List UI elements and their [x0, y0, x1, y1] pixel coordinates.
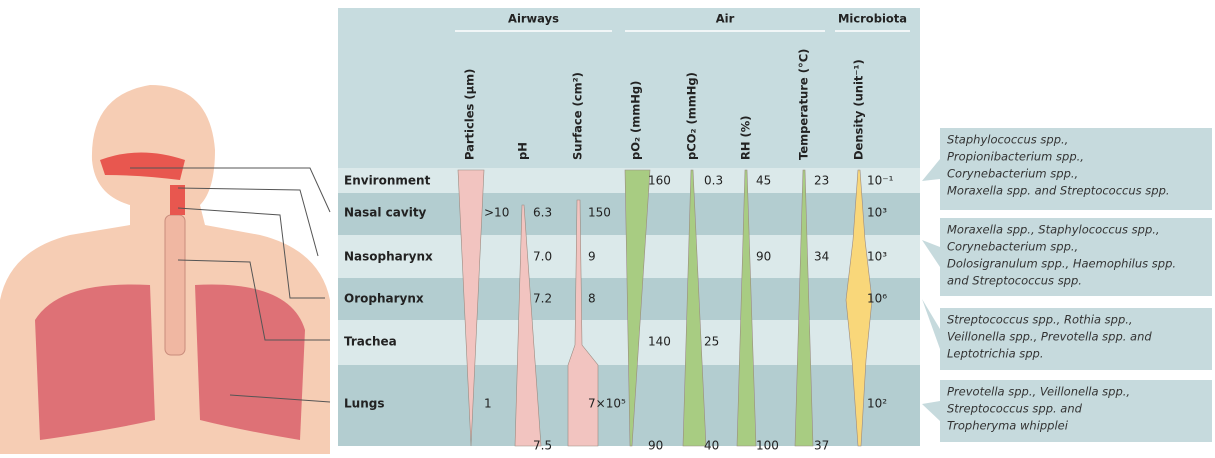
- microbiota-box: Prevotella spp., Veillonella spp., Strept…: [922, 380, 1212, 442]
- box-bg: [940, 308, 1212, 370]
- gradient-shape: [624, 169, 651, 447]
- microbiota-box: Staphylococcus spp., Propionibacterium sp…: [922, 128, 1212, 210]
- box-pointer: [922, 299, 940, 349]
- cell-value: 10³: [867, 206, 887, 220]
- column-header: Particles (μm): [463, 69, 477, 160]
- microbiota-box: Moraxella spp., Staphylococcus spp., Cory…: [922, 218, 1212, 296]
- microbiota-text: Propionibacterium spp.,: [947, 150, 1084, 164]
- microbiota-text: Streptococcus spp., Rothia spp.,: [947, 313, 1133, 327]
- gradient-shape: [845, 169, 873, 447]
- group-header: Airways: [508, 12, 559, 26]
- row-label: Nasopharynx: [344, 250, 433, 264]
- microbiota-text: Leptotrichia spp.: [947, 347, 1044, 361]
- cell-value: 9: [588, 250, 596, 264]
- end-value: 90: [648, 439, 663, 453]
- table: Airways Air Microbiota Particles (μm) pH Surf…: [338, 8, 920, 453]
- box-pointer: [922, 159, 940, 181]
- row-label: Trachea: [344, 335, 397, 349]
- gradient-shape: [736, 169, 757, 447]
- microbiota-text: Tropheryma whipplei: [947, 419, 1069, 433]
- group-header: Microbiota: [838, 12, 907, 26]
- cell-value: 10⁻¹: [867, 174, 894, 188]
- microbiota-text: Veillonella spp., Prevotella spp. and: [947, 330, 1152, 344]
- cell-value: 0.3: [704, 174, 723, 188]
- microbiota-text: and Streptococcus spp.: [947, 274, 1082, 288]
- cell-value: 1: [484, 397, 492, 411]
- cell-value: 160: [648, 174, 671, 188]
- cell-value: 7.0: [533, 250, 552, 264]
- column-header: RH (%): [739, 115, 753, 160]
- cell-value: 6.3: [533, 206, 552, 220]
- cell-value: 10⁶: [867, 292, 887, 306]
- end-value: 40: [704, 439, 719, 453]
- connectors: [130, 167, 331, 403]
- gradient-shape: [457, 169, 485, 447]
- body-illustration: [0, 85, 330, 454]
- microbiota-text: Corynebacterium spp.,: [947, 240, 1078, 254]
- cell-value: 10²: [867, 397, 887, 411]
- cell-value: 10³: [867, 250, 887, 264]
- microbiota-text: Streptococcus spp. and: [947, 402, 1083, 416]
- column-header: Surface (cm²): [571, 72, 585, 160]
- column-header: pCO₂ (mmHg): [685, 72, 699, 160]
- cell-value: 23: [814, 174, 829, 188]
- cell-value: 8: [588, 292, 596, 306]
- microbiota-text: Dolosigranulum spp., Haemophilus spp.: [947, 257, 1176, 271]
- microbiota-text: Moraxella spp., Staphylococcus spp.,: [947, 223, 1160, 237]
- row-label: Lungs: [344, 397, 384, 411]
- gradient-shape: [514, 204, 542, 447]
- end-value: 100: [756, 439, 779, 453]
- column-header: Temperature (°C): [797, 49, 811, 160]
- microbiota-text: Prevotella spp., Veillonella spp.,: [947, 385, 1130, 399]
- box-pointer: [922, 240, 940, 267]
- end-value: 7.5: [533, 439, 552, 453]
- row-label: Oropharynx: [344, 292, 424, 306]
- gradient-shape: [794, 169, 814, 447]
- cell-value: >10: [484, 206, 509, 220]
- cell-value: 34: [814, 250, 829, 264]
- column-header: pH: [516, 142, 530, 160]
- column-header: Density (unit⁻¹): [852, 59, 866, 160]
- cell-value: 90: [756, 250, 771, 264]
- cell-value: 150: [588, 206, 611, 220]
- microbiota-text: Corynebacterium spp.,: [947, 167, 1078, 181]
- cell-value: 7×10⁵: [588, 397, 626, 411]
- box-bg: [940, 128, 1212, 210]
- gradient-shape: [567, 199, 599, 447]
- cell-value: 25: [704, 335, 719, 349]
- box-pointer: [922, 401, 940, 421]
- box-bg: [940, 218, 1212, 296]
- row-label: Environment: [344, 174, 431, 188]
- box-bg: [940, 380, 1212, 442]
- row-label: Nasal cavity: [344, 206, 427, 220]
- cell-value: 140: [648, 335, 671, 349]
- column-header: pO₂ (mmHg): [629, 81, 643, 160]
- header-bg: [338, 8, 920, 168]
- microbiota-text: Moraxella spp. and Streptococcus spp.: [947, 184, 1170, 198]
- group-header: Air: [716, 12, 735, 26]
- gradient-shape: [682, 169, 707, 447]
- microbiota-text: Staphylococcus spp.,: [947, 133, 1068, 147]
- cell-value: 45: [756, 174, 771, 188]
- end-value: 37: [814, 439, 829, 453]
- microbiota-box: Streptococcus spp., Rothia spp., Veillone…: [922, 299, 1212, 370]
- cell-value: 7.2: [533, 292, 552, 306]
